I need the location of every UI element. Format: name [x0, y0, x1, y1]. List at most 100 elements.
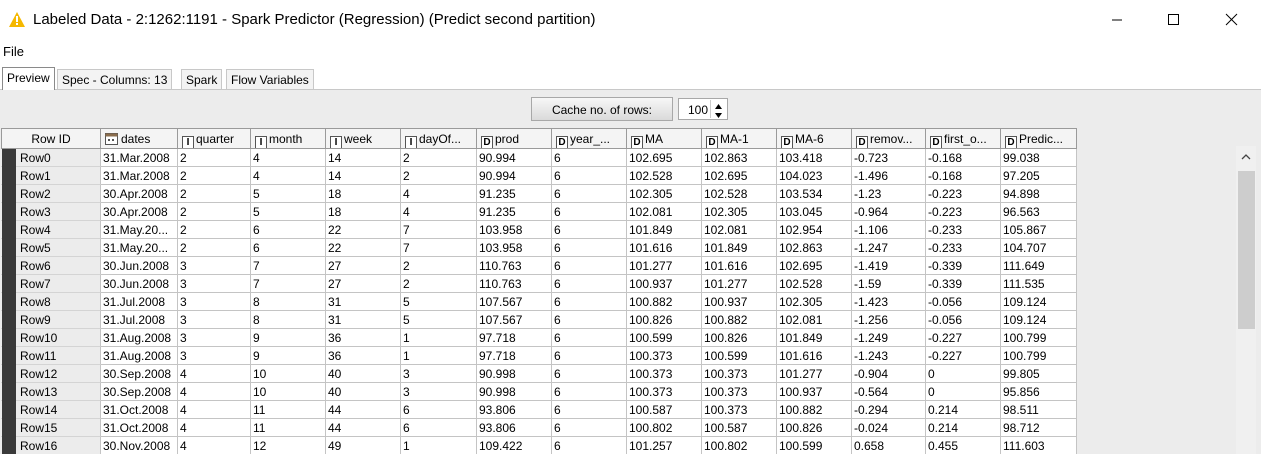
table-cell[interactable]: 107.567 — [477, 293, 552, 311]
table-cell[interactable]: -0.024 — [852, 419, 926, 437]
table-cell[interactable]: 101.616 — [702, 257, 777, 275]
table-cell[interactable]: 102.081 — [777, 311, 852, 329]
row-id-cell[interactable]: Row9 — [1, 311, 101, 329]
column-header[interactable]: D MA-6 — [777, 128, 852, 149]
row-id-cell[interactable]: Row3 — [1, 203, 101, 221]
table-cell[interactable]: 36 — [326, 347, 401, 365]
scroll-up-button[interactable] — [1239, 150, 1253, 164]
table-cell[interactable]: -1.23 — [852, 185, 926, 203]
cache-rows-spinner[interactable]: 100 — [678, 98, 728, 120]
table-cell[interactable]: 103.958 — [477, 239, 552, 257]
table-cell[interactable]: 0 — [926, 383, 1001, 401]
menu-file[interactable]: File — [3, 44, 24, 59]
tab-flow-variables[interactable]: Flow Variables — [226, 69, 314, 89]
table-cell[interactable]: 6 — [552, 365, 627, 383]
table-cell[interactable]: -0.964 — [852, 203, 926, 221]
table-cell[interactable]: 3 — [401, 365, 477, 383]
table-cell[interactable]: 3 — [178, 275, 251, 293]
table-cell[interactable]: 3 — [401, 383, 477, 401]
table-cell[interactable]: 5 — [401, 311, 477, 329]
table-cell[interactable]: 31.Oct.2008 — [101, 401, 178, 419]
table-cell[interactable]: 3 — [178, 311, 251, 329]
table-cell[interactable]: 31.Jul.2008 — [101, 311, 178, 329]
table-cell[interactable]: 30.Jun.2008 — [101, 257, 178, 275]
table-cell[interactable]: 9 — [251, 347, 326, 365]
table-cell[interactable]: 102.305 — [702, 203, 777, 221]
table-cell[interactable]: 12 — [251, 437, 326, 454]
table-cell[interactable]: 27 — [326, 275, 401, 293]
table-cell[interactable]: 111.535 — [1001, 275, 1077, 293]
table-cell[interactable]: 5 — [251, 203, 326, 221]
table-cell[interactable]: 95.856 — [1001, 383, 1077, 401]
table-cell[interactable]: 40 — [326, 383, 401, 401]
table-cell[interactable]: 101.277 — [627, 257, 702, 275]
table-cell[interactable]: 100.937 — [777, 383, 852, 401]
table-cell[interactable]: 101.849 — [702, 239, 777, 257]
table-cell[interactable]: 14 — [326, 149, 401, 167]
table-cell[interactable]: 4 — [251, 167, 326, 185]
table-row[interactable]: Row16 30.Nov.2008 4 12 49 1 109.422 6 101.257 100… — [1, 437, 1078, 454]
table-cell[interactable]: 6 — [552, 275, 627, 293]
table-row[interactable]: Row0 31.Mar.2008 2 4 14 2 90.994 6 102.695 102.86… — [1, 149, 1078, 167]
table-row[interactable]: Row5 31.May.20... 2 6 22 7 103.958 6 101.616 101.… — [1, 239, 1078, 257]
row-id-cell[interactable]: Row7 — [1, 275, 101, 293]
table-cell[interactable]: 111.603 — [1001, 437, 1077, 454]
table-cell[interactable]: 4 — [178, 401, 251, 419]
table-cell[interactable]: 30.Sep.2008 — [101, 365, 178, 383]
table-cell[interactable]: 102.695 — [627, 149, 702, 167]
table-cell[interactable]: 100.826 — [627, 311, 702, 329]
table-cell[interactable]: 102.081 — [702, 221, 777, 239]
table-cell[interactable]: 1 — [401, 329, 477, 347]
column-header[interactable]: D Predic... — [1001, 128, 1077, 149]
table-cell[interactable]: 36 — [326, 329, 401, 347]
table-cell[interactable]: 103.958 — [477, 221, 552, 239]
table-cell[interactable]: -1.59 — [852, 275, 926, 293]
table-cell[interactable]: 100.826 — [702, 329, 777, 347]
table-cell[interactable]: 31.May.20... — [101, 221, 178, 239]
table-cell[interactable]: -0.339 — [926, 257, 1001, 275]
table-cell[interactable]: -1.419 — [852, 257, 926, 275]
table-cell[interactable]: 30.Jun.2008 — [101, 275, 178, 293]
table-row[interactable]: Row10 31.Aug.2008 3 9 36 1 97.718 6 100.599 100.8… — [1, 329, 1078, 347]
table-cell[interactable]: 4 — [251, 149, 326, 167]
table-cell[interactable]: -0.294 — [852, 401, 926, 419]
table-cell[interactable]: 100.802 — [702, 437, 777, 454]
table-cell[interactable]: 97.205 — [1001, 167, 1077, 185]
close-button[interactable] — [1208, 8, 1254, 32]
table-cell[interactable]: 31 — [326, 293, 401, 311]
table-cell[interactable]: 4 — [178, 419, 251, 437]
table-cell[interactable]: 6 — [401, 401, 477, 419]
minimize-button[interactable] — [1094, 8, 1140, 32]
table-cell[interactable]: 11 — [251, 419, 326, 437]
table-cell[interactable]: 6 — [552, 329, 627, 347]
table-cell[interactable]: 97.718 — [477, 347, 552, 365]
header-row-id[interactable]: Row ID — [1, 128, 101, 149]
table-cell[interactable]: 6 — [552, 221, 627, 239]
table-cell[interactable]: 100.373 — [702, 401, 777, 419]
table-row[interactable]: Row13 30.Sep.2008 4 10 40 3 90.998 6 100.373 100.… — [1, 383, 1078, 401]
table-cell[interactable]: 100.587 — [702, 419, 777, 437]
table-cell[interactable]: 90.998 — [477, 365, 552, 383]
table-cell[interactable]: 6 — [552, 149, 627, 167]
row-id-cell[interactable]: Row0 — [1, 149, 101, 167]
row-id-cell[interactable]: Row2 — [1, 185, 101, 203]
table-cell[interactable]: 100.937 — [627, 275, 702, 293]
table-cell[interactable]: 100.373 — [702, 365, 777, 383]
table-cell[interactable]: -0.056 — [926, 293, 1001, 311]
table-cell[interactable]: 49 — [326, 437, 401, 454]
table-cell[interactable]: 27 — [326, 257, 401, 275]
table-cell[interactable]: 7 — [251, 257, 326, 275]
table-cell[interactable]: 102.695 — [702, 167, 777, 185]
table-cell[interactable]: 5 — [251, 185, 326, 203]
vertical-scrollbar[interactable] — [1236, 146, 1256, 454]
table-cell[interactable]: 1 — [401, 437, 477, 454]
table-cell[interactable]: 100.882 — [777, 401, 852, 419]
table-row[interactable]: Row8 31.Jul.2008 3 8 31 5 107.567 6 100.882 100.9… — [1, 293, 1078, 311]
table-cell[interactable]: -1.256 — [852, 311, 926, 329]
table-cell[interactable]: 2 — [178, 185, 251, 203]
table-cell[interactable]: 109.124 — [1001, 311, 1077, 329]
table-cell[interactable]: 2 — [178, 167, 251, 185]
table-cell[interactable]: 101.849 — [627, 221, 702, 239]
table-cell[interactable]: 102.954 — [777, 221, 852, 239]
